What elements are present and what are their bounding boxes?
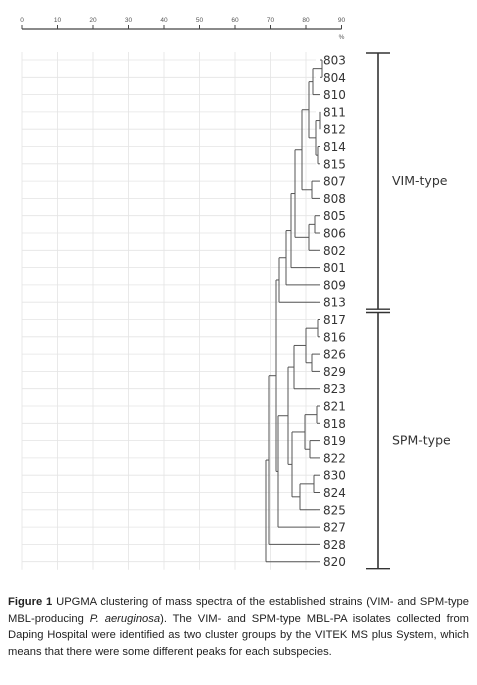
scale-tick-label: 0 bbox=[20, 17, 24, 24]
leaf-label: 805 bbox=[323, 209, 346, 223]
scale-tick-label: 70 bbox=[267, 17, 275, 24]
leaf-label: 817 bbox=[323, 313, 346, 327]
leaf-label: 828 bbox=[323, 538, 346, 552]
tree-branches bbox=[265, 59, 323, 563]
scale-tick-label: 80 bbox=[302, 17, 310, 24]
leaf-labels: 803 804 810 811 812 814 815 807 808 805 806 802 801 8… bbox=[323, 54, 346, 570]
leaf-label: 811 bbox=[323, 105, 346, 119]
scale-tick-label: 90 bbox=[338, 17, 346, 24]
leaf-label: 829 bbox=[323, 365, 346, 379]
leaf-label: 816 bbox=[323, 330, 346, 344]
leaf-label: 803 bbox=[323, 54, 346, 68]
leaf-label: 802 bbox=[323, 244, 346, 258]
caption-species: P. aeruginosa bbox=[89, 612, 161, 625]
leaf-label: 818 bbox=[323, 417, 346, 431]
leaf-label: 808 bbox=[323, 192, 346, 206]
scale-tick-label: 60 bbox=[231, 17, 239, 24]
leaf-label: 801 bbox=[323, 261, 346, 275]
leaf-label: 806 bbox=[323, 227, 346, 241]
scale-tick-label: 30 bbox=[125, 17, 133, 24]
cluster-brackets: VIM-type SPM-type bbox=[366, 52, 451, 570]
scale-tick-label: 40 bbox=[160, 17, 168, 24]
dendrogram: 0 10 20 30 40 50 60 70 80 90% 8038048108118128148… bbox=[20, 17, 451, 570]
leaf-label: 810 bbox=[323, 88, 346, 102]
leaf-label: 830 bbox=[323, 469, 346, 483]
caption-label: Figure 1 bbox=[8, 596, 53, 608]
scale-tick-label: 20 bbox=[89, 17, 97, 24]
leaf-label: 809 bbox=[323, 278, 346, 292]
leaf-label: 804 bbox=[323, 71, 346, 85]
leaf-label: 812 bbox=[323, 123, 346, 137]
scale-tick-label: 50 bbox=[196, 17, 204, 24]
leaf-label: 824 bbox=[323, 486, 346, 500]
leaf-label: 821 bbox=[323, 400, 346, 414]
caption-text-after: ). The VIM- and SPM-type MBL-PA isolates… bbox=[8, 612, 469, 658]
leaf-label: 827 bbox=[323, 521, 346, 535]
figure-caption: Figure 1 UPGMA clustering of mass spectr… bbox=[8, 594, 469, 660]
leaf-label: 819 bbox=[323, 434, 346, 448]
leaf-label: 813 bbox=[323, 296, 346, 310]
scale-unit: % bbox=[339, 34, 345, 41]
leaf-label: 825 bbox=[323, 503, 346, 517]
leaf-label: 815 bbox=[323, 157, 346, 171]
cluster-label: VIM-type bbox=[392, 173, 448, 188]
grid bbox=[21, 52, 316, 570]
cluster-label: SPM-type bbox=[392, 433, 451, 448]
leaf-label: 807 bbox=[323, 175, 346, 189]
leaf-label: 822 bbox=[323, 451, 346, 465]
leaf-label: 814 bbox=[323, 140, 346, 154]
caption-text-before: UPGMA clustering of mass spectra of the … bbox=[8, 596, 470, 625]
leaf-label: 826 bbox=[323, 348, 346, 362]
leaf-label: 820 bbox=[323, 555, 346, 569]
leaf-label: 823 bbox=[323, 382, 346, 396]
scale-tick-label: 10 bbox=[54, 17, 62, 24]
similarity-scale: 0 10 20 30 40 50 60 70 80 90% bbox=[20, 17, 345, 41]
